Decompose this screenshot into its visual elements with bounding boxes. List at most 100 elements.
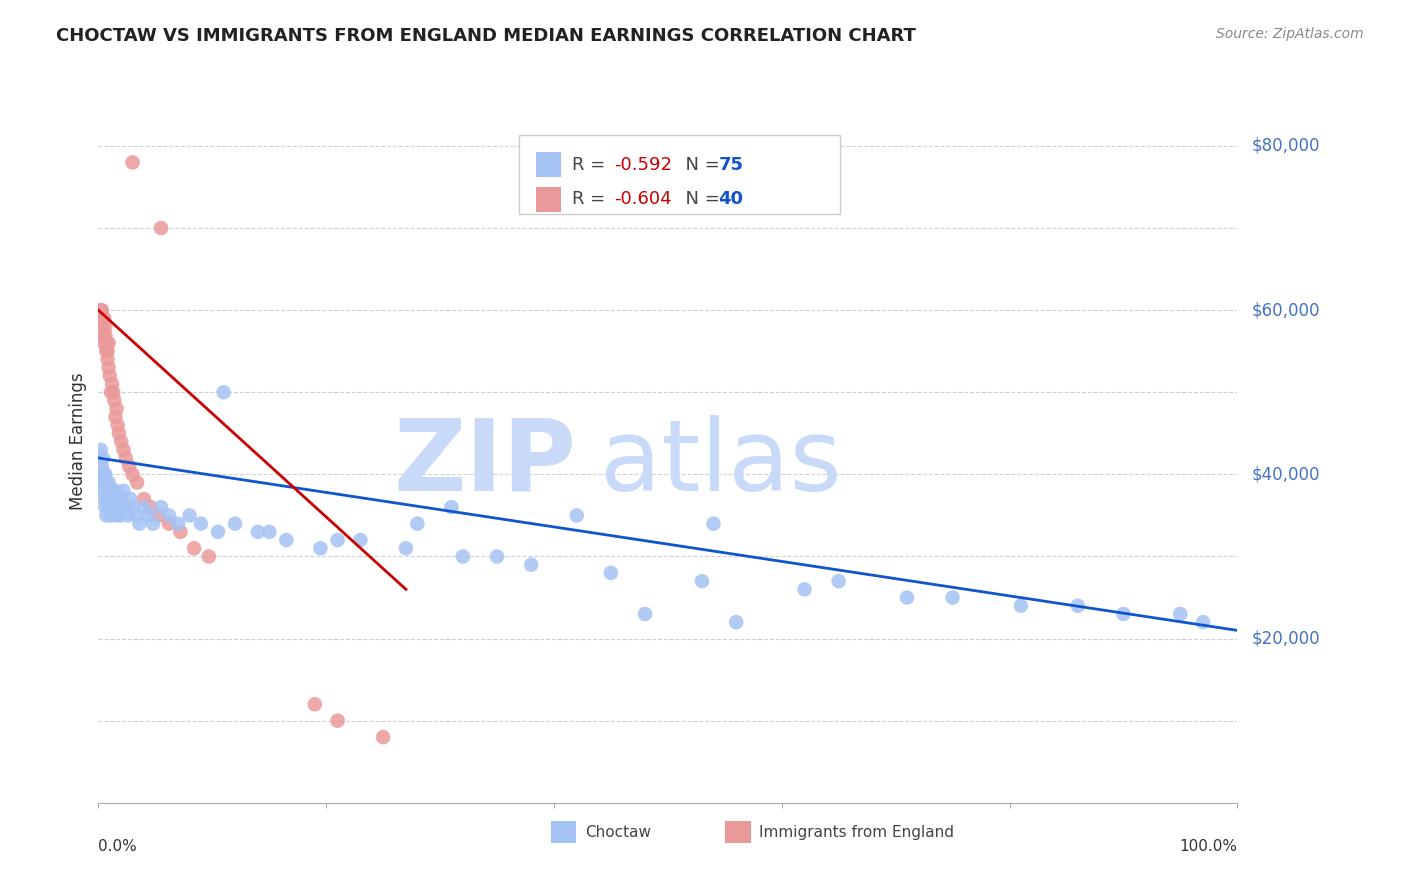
Point <box>157 508 180 523</box>
Point <box>371 730 394 744</box>
Point <box>96 352 118 367</box>
Point <box>98 491 121 506</box>
Point <box>190 516 212 531</box>
Point <box>224 516 246 531</box>
Point <box>97 336 120 351</box>
Point <box>690 574 713 588</box>
Point <box>117 508 139 523</box>
Point <box>132 500 155 515</box>
Point <box>114 450 136 465</box>
Point <box>105 401 128 416</box>
Text: R =: R = <box>572 190 612 209</box>
Point <box>326 714 349 728</box>
Text: Source: ZipAtlas.com: Source: ZipAtlas.com <box>1216 27 1364 41</box>
Point <box>942 591 965 605</box>
Point <box>90 442 112 457</box>
Point <box>486 549 509 564</box>
Point <box>259 524 281 539</box>
Point <box>1112 607 1135 621</box>
Point <box>104 409 127 424</box>
Point <box>138 508 160 523</box>
Point <box>395 541 418 556</box>
Text: 0.0%: 0.0% <box>98 838 138 854</box>
Point <box>96 491 118 506</box>
Point <box>112 483 135 498</box>
Point <box>1067 599 1090 613</box>
Point <box>114 500 136 515</box>
Point <box>103 483 125 498</box>
Text: CHOCTAW VS IMMIGRANTS FROM ENGLAND MEDIAN EARNINGS CORRELATION CHART: CHOCTAW VS IMMIGRANTS FROM ENGLAND MEDIA… <box>56 27 917 45</box>
Point <box>96 508 118 523</box>
Point <box>120 491 142 506</box>
Point <box>96 336 118 351</box>
Text: -0.604: -0.604 <box>614 190 672 209</box>
Point <box>565 508 588 523</box>
Point <box>1010 599 1032 613</box>
Point <box>169 524 191 539</box>
Text: N =: N = <box>673 190 725 209</box>
Point <box>198 549 221 564</box>
Point <box>103 385 125 400</box>
Point <box>1170 607 1192 621</box>
Point <box>98 483 121 498</box>
Point <box>896 591 918 605</box>
Point <box>112 442 135 457</box>
Point <box>96 475 118 490</box>
Text: atlas: atlas <box>599 415 841 512</box>
Point <box>108 500 131 515</box>
Point <box>108 426 131 441</box>
Point <box>90 319 112 334</box>
Point <box>98 368 121 383</box>
Text: $80,000: $80,000 <box>1251 137 1320 155</box>
Point <box>349 533 371 547</box>
Text: $60,000: $60,000 <box>1251 301 1320 319</box>
Point <box>103 393 125 408</box>
Point <box>103 491 125 506</box>
Text: N =: N = <box>673 155 725 174</box>
Point <box>127 475 149 490</box>
Point <box>94 319 117 334</box>
Point <box>406 516 429 531</box>
Point <box>121 467 143 482</box>
Y-axis label: Median Earnings: Median Earnings <box>69 373 87 510</box>
Point <box>142 516 165 531</box>
Point <box>90 459 112 474</box>
Point <box>104 483 127 498</box>
Point <box>207 524 229 539</box>
Text: $20,000: $20,000 <box>1251 630 1320 648</box>
Point <box>90 475 112 490</box>
Point <box>600 566 623 580</box>
Point <box>118 459 141 474</box>
Text: $40,000: $40,000 <box>1251 466 1320 483</box>
Point <box>1192 615 1215 630</box>
Point <box>110 491 132 506</box>
Point <box>105 508 128 523</box>
Point <box>100 500 122 515</box>
Point <box>100 385 122 400</box>
Point <box>101 491 124 506</box>
Point <box>246 524 269 539</box>
Point <box>91 311 114 326</box>
Point <box>702 516 724 531</box>
Point <box>520 558 543 572</box>
Point <box>139 500 162 515</box>
Point <box>94 500 117 515</box>
Point <box>97 500 120 515</box>
Point <box>91 327 114 342</box>
Point <box>101 377 124 392</box>
Point <box>96 344 118 359</box>
Point <box>97 360 120 375</box>
Text: 100.0%: 100.0% <box>1180 838 1237 854</box>
Text: Immigrants from England: Immigrants from England <box>759 825 955 839</box>
Text: Choctaw: Choctaw <box>585 825 651 839</box>
Point <box>90 303 112 318</box>
Text: 75: 75 <box>718 155 744 174</box>
Point <box>101 500 124 515</box>
Point <box>304 698 326 712</box>
Point <box>97 475 120 490</box>
Point <box>108 508 131 523</box>
Point <box>93 467 115 482</box>
Point <box>107 418 129 433</box>
Point <box>326 533 349 547</box>
Point <box>94 327 117 342</box>
